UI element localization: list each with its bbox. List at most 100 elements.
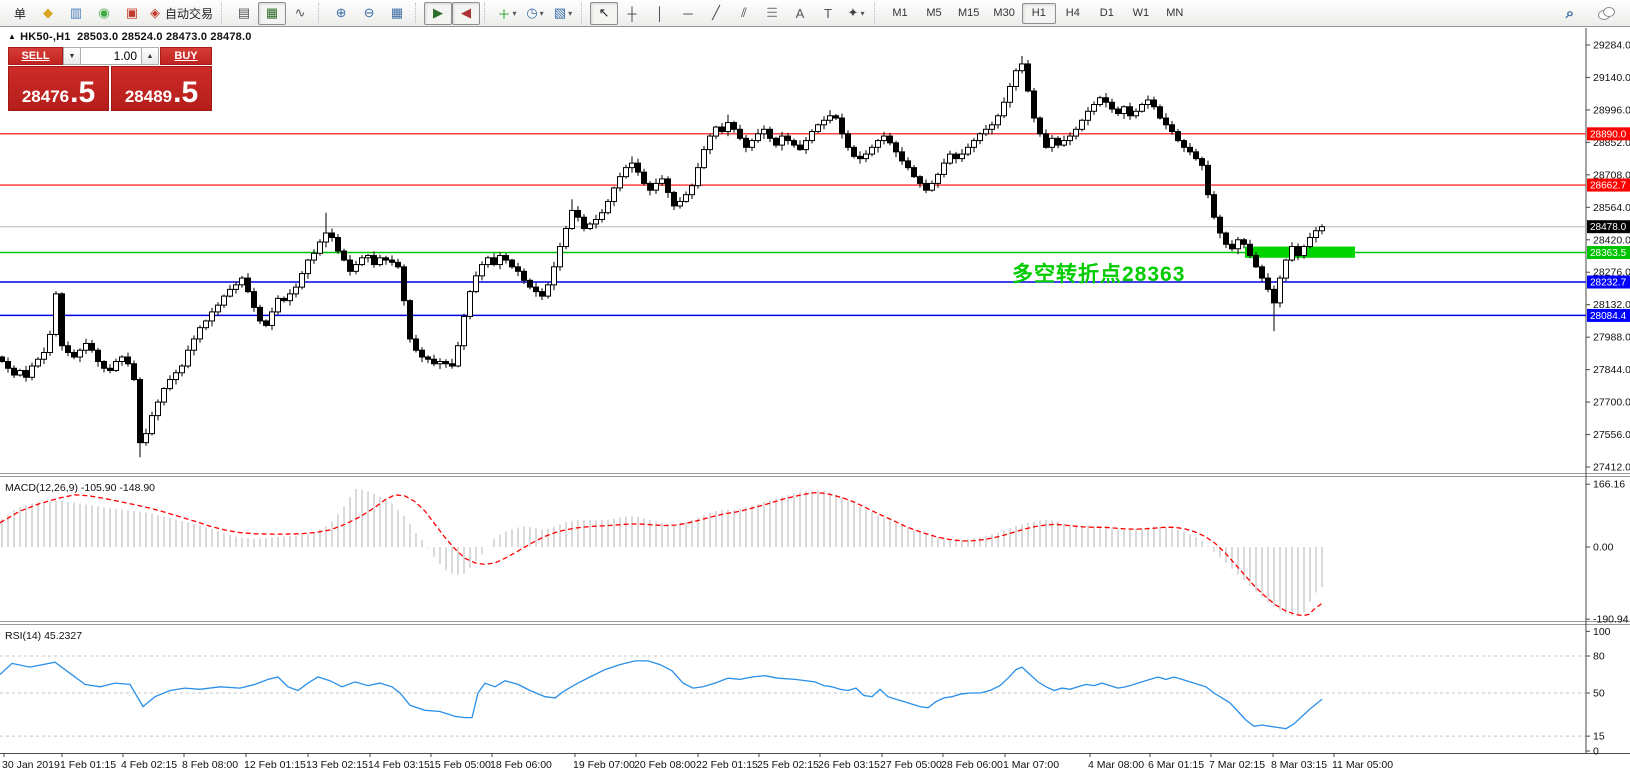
text-button[interactable]: A — [786, 2, 814, 25]
gem-button[interactable]: ◆ — [34, 2, 62, 25]
candle-body — [473, 275, 479, 293]
time-axis-label: 25 Feb 02:15 — [757, 759, 819, 771]
timeframe-button-MN[interactable]: MN — [1166, 7, 1184, 19]
vertical-line-button[interactable]: │ — [646, 2, 674, 25]
buy-price-box[interactable]: 28489 .5 — [111, 66, 212, 111]
crosshair-button[interactable]: ┼ — [618, 2, 646, 25]
pivot-annotation-text[interactable]: 多空转折点28363 — [1012, 263, 1186, 286]
zoom-out-button[interactable]: ⊖ — [355, 2, 383, 25]
time-axis-label: 7 Mar 02:15 — [1209, 759, 1265, 771]
candle-body — [191, 338, 197, 351]
tile-windows-button[interactable]: ▦ — [383, 2, 411, 25]
toolbar-separator — [874, 3, 879, 23]
sell-price-box[interactable]: 28476 .5 — [8, 66, 109, 111]
candle-body — [299, 273, 305, 288]
autotrading-button[interactable]: ◈ 自动交易 — [146, 2, 217, 25]
text-label-button[interactable]: T — [814, 2, 842, 25]
candle-body — [1247, 243, 1253, 257]
toolbar-separator — [221, 3, 226, 23]
search-button[interactable]: ⌕ — [1556, 2, 1584, 25]
candle-body — [1079, 119, 1085, 130]
trade-top-row: SELL ▼ ▲ BUY — [8, 47, 212, 65]
history-folder-button[interactable]: ▣ — [118, 2, 146, 25]
timeframe-button-D1[interactable]: D1 — [1099, 7, 1114, 19]
buy-button[interactable]: BUY — [160, 47, 212, 65]
candle-body — [749, 140, 755, 148]
candle-body — [1091, 104, 1097, 112]
price-tick-label: 28132.0 — [1593, 299, 1630, 311]
symbol-marker-icon: ▲ — [8, 32, 17, 41]
timeframe-button-W1[interactable]: W1 — [1132, 7, 1150, 19]
candle-body — [377, 257, 383, 266]
candlestick-chart-button[interactable]: ▦ — [258, 1, 287, 25]
timeframe-button-H4[interactable]: H4 — [1065, 7, 1080, 19]
timeframe-button-M5[interactable]: M5 — [926, 7, 942, 19]
candle-body — [1097, 97, 1103, 106]
timeframe-button-H1[interactable]: H1 — [1021, 2, 1056, 24]
macd-axis-label: -190.94 — [1593, 614, 1629, 626]
candle-body — [41, 351, 47, 360]
volume-input[interactable] — [81, 47, 141, 65]
new-order-button[interactable]: 单 — [13, 6, 26, 21]
timeframe-button-M15[interactable]: M15 — [958, 7, 980, 19]
chevron-down-icon: ▾ — [539, 8, 544, 18]
sell-price-main: 28476 — [21, 87, 70, 106]
profiles-button[interactable]: ▥ — [62, 2, 90, 25]
candle-body — [899, 151, 905, 162]
trendline-button[interactable]: ╱ — [702, 2, 730, 25]
candle-body — [773, 137, 779, 146]
chart-shift-button[interactable]: ◀ — [452, 1, 481, 25]
horizontal-line-button[interactable]: ─ — [674, 2, 702, 25]
candle-body — [359, 257, 365, 266]
cursor-button[interactable]: ↖ — [590, 1, 619, 25]
candle-body — [1109, 101, 1115, 110]
candle-body — [1013, 70, 1019, 87]
candle-body — [503, 255, 509, 261]
chevron-down-icon: ▾ — [512, 8, 517, 18]
candle-body — [125, 356, 131, 365]
volume-decrease-button[interactable]: ▼ — [63, 47, 81, 65]
candle-body — [197, 327, 203, 340]
candle-body — [863, 153, 869, 160]
candle-body — [479, 264, 485, 277]
candle-body — [395, 261, 401, 268]
gem-icon: ◆ — [43, 5, 53, 20]
timeframe-button-M30[interactable]: M30 — [993, 7, 1015, 19]
candle-body — [791, 140, 797, 146]
candle-body — [737, 128, 743, 139]
candle-body — [1283, 259, 1289, 279]
arrows-button[interactable]: ✦ ▾ — [842, 2, 870, 25]
templates-button[interactable]: ▧ ▾ — [549, 2, 577, 25]
candle-body — [1121, 106, 1127, 115]
add-indicator-button[interactable]: ＋ ▾ — [493, 2, 521, 25]
periods-clock-button[interactable]: ◷ ▾ — [521, 2, 549, 25]
candle-body — [917, 176, 923, 184]
candle-body — [1217, 216, 1223, 234]
timeframe-button-M1[interactable]: M1 — [892, 7, 908, 19]
candle-body — [959, 153, 965, 160]
price-tick-label: 28564.0 — [1593, 202, 1630, 214]
volume-increase-button[interactable]: ▲ — [141, 47, 159, 65]
zoom-in-button[interactable]: ⊕ — [327, 2, 355, 25]
horizontal-line-icon: ─ — [683, 5, 693, 21]
candle-body — [629, 162, 635, 169]
line-chart-button[interactable]: ∿ — [286, 2, 314, 25]
rsi-axis-label: 100 — [1593, 626, 1611, 638]
candle-body — [389, 259, 395, 263]
connection-button[interactable]: ◉ — [90, 2, 118, 25]
candle-body — [449, 363, 455, 367]
candle-body — [293, 286, 299, 295]
candle-body — [929, 182, 935, 191]
sell-button[interactable]: SELL — [8, 47, 63, 65]
connection-icon: ◉ — [98, 5, 110, 20]
candle-body — [71, 351, 77, 358]
bar-chart-button[interactable]: ▤ — [230, 2, 258, 25]
candle-body — [875, 140, 881, 148]
auto-scroll-button[interactable]: ▶ — [424, 1, 453, 25]
chat-button[interactable] — [1592, 2, 1620, 25]
toolbar-separator — [415, 3, 420, 23]
price-badge — [1587, 220, 1630, 234]
fibonacci-button[interactable]: ☰ — [758, 2, 786, 25]
equidistant-channel-button[interactable]: ⫽ — [730, 2, 758, 25]
